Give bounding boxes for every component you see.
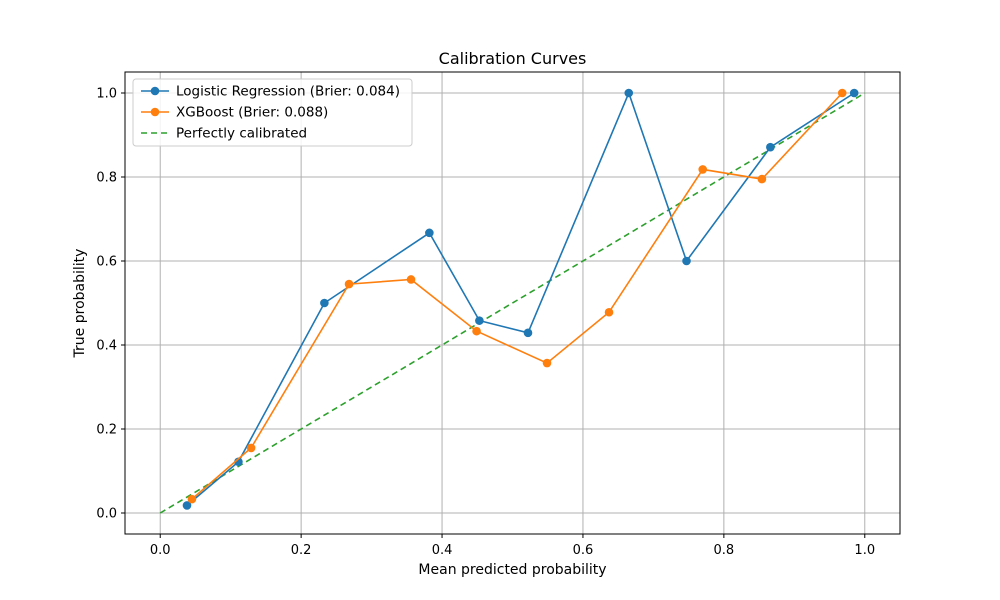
- axis-ticks: 0.0 0.2 0.4 0.6 0.8 1.0 0.0 0.2 0.4 0.6 0.8 1.0: [96, 87, 875, 559]
- series-layer: [159, 88, 866, 514]
- series-1-point-9: [837, 88, 847, 98]
- x-axis-label: Mean predicted probability: [418, 562, 606, 578]
- series-1-point-6: [604, 307, 614, 317]
- x-tick-label-3: 0.6: [573, 543, 594, 558]
- series-0-point-8: [766, 142, 775, 152]
- legend-label-2: Perfectly calibrated: [176, 126, 307, 142]
- series-0-line: [186, 90, 855, 507]
- legend-marker-0: [150, 86, 160, 96]
- series-0-point-9: [849, 88, 859, 98]
- x-tick-label-2: 0.4: [432, 543, 453, 558]
- legend-box: [132, 78, 413, 147]
- series-1-point-8: [757, 174, 767, 184]
- series-1: [187, 88, 847, 504]
- series-0: [182, 88, 859, 510]
- series-0-point-4: [475, 316, 484, 325]
- y-tick-label-0: 0.0: [96, 507, 117, 522]
- chart-title: Calibration Curves: [439, 49, 587, 68]
- series-1-point-2: [344, 279, 354, 289]
- series-2-line: [159, 92, 866, 514]
- series-1-point-7: [698, 165, 708, 174]
- y-axis-label: True probability: [72, 249, 88, 359]
- series-0-point-0: [182, 501, 192, 510]
- legend-label-0: Logistic Regression (Brier: 0.084): [176, 84, 400, 100]
- series-0-point-2: [320, 298, 329, 308]
- x-tick-label-0: 0.0: [150, 543, 171, 558]
- y-tick-label-3: 0.6: [96, 255, 117, 270]
- plot-frame: [124, 71, 901, 535]
- series-1-point-5: [542, 358, 552, 368]
- y-tick-label-5: 1.0: [96, 87, 117, 102]
- series-0-point-7: [682, 256, 691, 266]
- y-tick-label-1: 0.2: [96, 423, 117, 438]
- series-2: [159, 92, 866, 514]
- series-0-point-6: [624, 88, 634, 98]
- x-tick-label-1: 0.2: [291, 543, 312, 558]
- series-1-point-3: [406, 275, 416, 284]
- series-1-line: [191, 92, 843, 500]
- x-tick-label-4: 0.8: [714, 543, 735, 558]
- x-tick-label-5: 1.0: [854, 543, 875, 558]
- y-tick-label-2: 0.4: [96, 339, 117, 354]
- series-0-point-3: [425, 228, 434, 238]
- legend-label-1: XGBoost (Brier: 0.088): [176, 105, 328, 121]
- series-1-point-0: [187, 494, 197, 504]
- series-1-point-1: [246, 443, 256, 453]
- series-0-point-5: [523, 328, 533, 338]
- series-0-point-1: [234, 457, 243, 467]
- legend-marker-1: [150, 107, 160, 117]
- legend: Logistic Regression (Brier: 0.084) XGBoos…: [132, 78, 413, 147]
- series-1-point-4: [472, 326, 481, 336]
- y-tick-label-4: 0.8: [96, 171, 117, 186]
